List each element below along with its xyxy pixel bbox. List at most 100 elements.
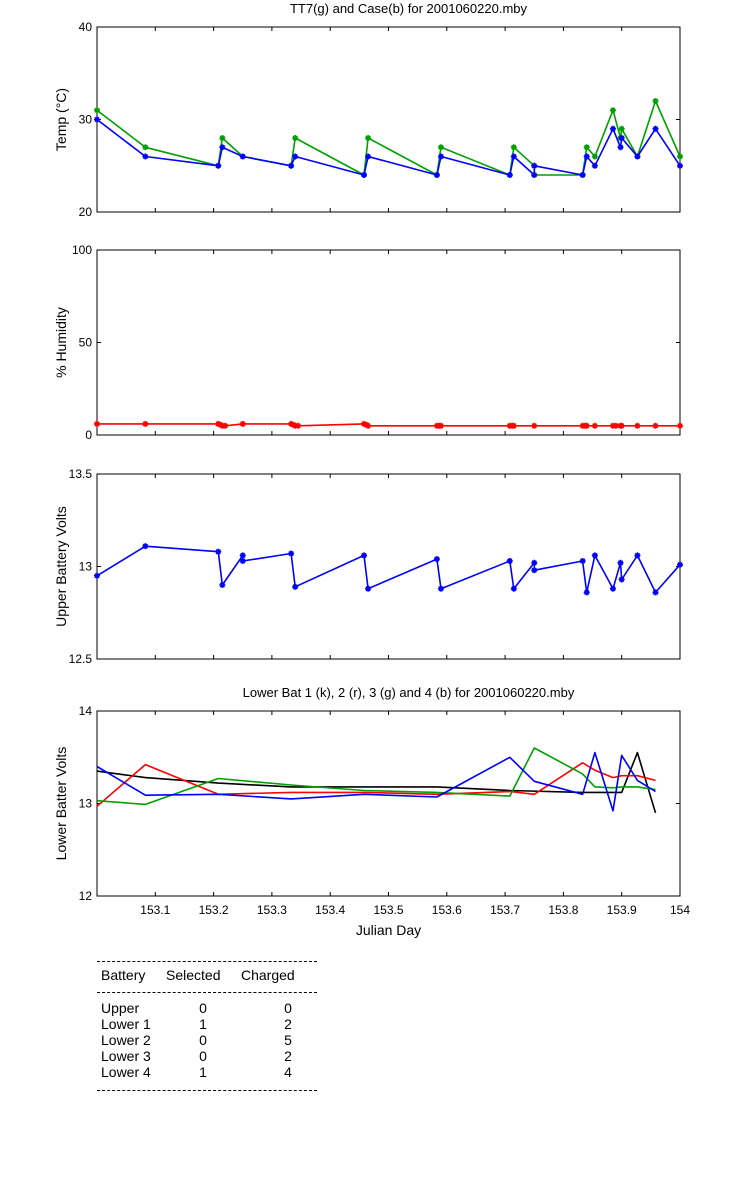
data-point-tt7 — [365, 135, 372, 141]
data-point-upper — [506, 557, 513, 564]
series-line-lower-3 — [96, 747, 656, 806]
table-header-row: Battery Selected Charged — [97, 967, 317, 983]
y-axis-label-3: Upper Battery Volts — [53, 506, 69, 627]
data-point-upper — [365, 585, 372, 592]
x-tick-label: 153.9 — [607, 903, 637, 917]
data-point-upper — [618, 576, 625, 583]
data-point-humidity — [531, 422, 538, 429]
data-point-case — [531, 162, 538, 169]
row-selected: 1 — [199, 1016, 207, 1032]
header-battery: Battery — [101, 967, 146, 983]
data-point-tt7 — [609, 107, 616, 114]
data-point-case — [219, 144, 226, 151]
data-point-humidity — [583, 422, 590, 429]
data-point-humidity — [510, 422, 517, 429]
data-point-humidity — [288, 420, 295, 427]
x-tick-label: 153.5 — [373, 903, 403, 917]
data-point-case — [365, 153, 372, 160]
row-charged: 2 — [284, 1048, 292, 1064]
y-tick-label: 100 — [72, 243, 92, 257]
data-point-upper — [677, 561, 683, 568]
data-point-case — [239, 153, 246, 160]
data-point-tt7 — [437, 144, 444, 151]
data-point-upper — [634, 552, 641, 559]
data-point-upper — [215, 548, 222, 555]
y-tick-label: 50 — [79, 336, 93, 350]
data-point-upper — [239, 557, 246, 564]
x-tick-label: 153.4 — [315, 903, 345, 917]
y-tick-label: 12 — [79, 889, 93, 903]
data-point-case — [579, 172, 586, 178]
y-tick-label: 20 — [79, 205, 93, 219]
y-tick-label: 40 — [79, 20, 93, 34]
data-point-humidity — [618, 422, 625, 429]
data-point-case — [215, 162, 222, 169]
data-point-upper — [510, 585, 517, 592]
data-point-case — [142, 153, 149, 160]
data-point-upper — [583, 589, 590, 596]
figure: 20 30 40 TT7(g) and Case(b) for 2001060220.… — [53, 1, 690, 938]
table-row: Lower 2 0 5 — [97, 1032, 317, 1048]
data-point-humidity — [677, 422, 683, 429]
table-row: Lower 1 1 2 — [97, 1016, 317, 1032]
data-point-humidity — [652, 422, 659, 429]
data-point-upper — [142, 543, 149, 550]
data-point-upper — [531, 567, 538, 574]
data-point-upper — [219, 582, 226, 588]
data-point-case — [531, 172, 538, 178]
data-point-humidity — [295, 422, 302, 429]
row-battery: Lower 2 — [101, 1032, 151, 1048]
y-tick-label: 13.5 — [69, 467, 93, 481]
row-battery: Upper — [101, 1000, 140, 1016]
row-charged: 4 — [284, 1064, 292, 1080]
data-point-case — [292, 153, 299, 160]
data-point-case — [506, 172, 513, 178]
data-point-case — [609, 125, 616, 132]
row-selected: 1 — [199, 1064, 207, 1080]
data-point-upper — [361, 552, 368, 559]
data-point-humidity — [215, 420, 222, 427]
x-tick-label: 153.2 — [199, 903, 229, 917]
data-point-humidity — [94, 420, 100, 427]
data-point-case — [652, 125, 659, 132]
y-tick-label: 12.5 — [69, 652, 93, 666]
data-point-humidity — [222, 422, 229, 429]
data-point-case — [94, 116, 100, 123]
x-tick-label: 153.1 — [140, 903, 170, 917]
data-point-case — [361, 172, 368, 178]
data-point-tt7 — [652, 98, 659, 104]
y-axis-label-1: Temp (°C) — [53, 88, 69, 151]
battery-status-table: Battery Selected Charged Upper 0 0 Lower… — [97, 961, 317, 1091]
table-row: Upper 0 0 — [97, 1000, 317, 1016]
data-point-humidity — [239, 420, 246, 427]
table-divider-bottom — [97, 1090, 317, 1091]
data-point-upper — [617, 559, 624, 566]
header-selected: Selected — [166, 967, 221, 983]
chart-title-4: Lower Bat 1 (k), 2 (r), 3 (g) and 4 (b) … — [243, 685, 575, 700]
data-point-case — [591, 162, 598, 169]
table-row: Lower 3 0 2 — [97, 1048, 317, 1064]
data-point-tt7 — [510, 144, 517, 151]
data-point-tt7 — [583, 144, 590, 151]
data-point-upper — [437, 585, 444, 592]
y-tick-label: 0 — [85, 428, 92, 442]
y-axis-label-4: Lower Batter Volts — [53, 747, 69, 861]
x-tick-label: 153.3 — [257, 903, 287, 917]
x-tick-label: 154 — [670, 903, 690, 917]
table-row: Lower 4 1 4 — [97, 1064, 317, 1080]
data-point-humidity — [612, 422, 619, 429]
y-axis-label-2: % Humidity — [53, 307, 69, 378]
series-line-lower-1 — [96, 751, 657, 814]
data-point-upper — [609, 585, 616, 592]
y-tick-label: 13 — [79, 560, 93, 574]
data-point-upper — [94, 572, 100, 579]
plot-area-1 — [96, 26, 681, 213]
data-point-tt7 — [292, 135, 299, 141]
row-charged: 2 — [284, 1016, 292, 1032]
row-charged: 0 — [284, 1000, 292, 1016]
row-selected: 0 — [199, 1048, 207, 1064]
y-tick-label: 14 — [79, 704, 93, 718]
data-point-tt7 — [591, 153, 598, 160]
data-point-upper — [292, 583, 299, 590]
data-point-tt7 — [142, 144, 149, 151]
